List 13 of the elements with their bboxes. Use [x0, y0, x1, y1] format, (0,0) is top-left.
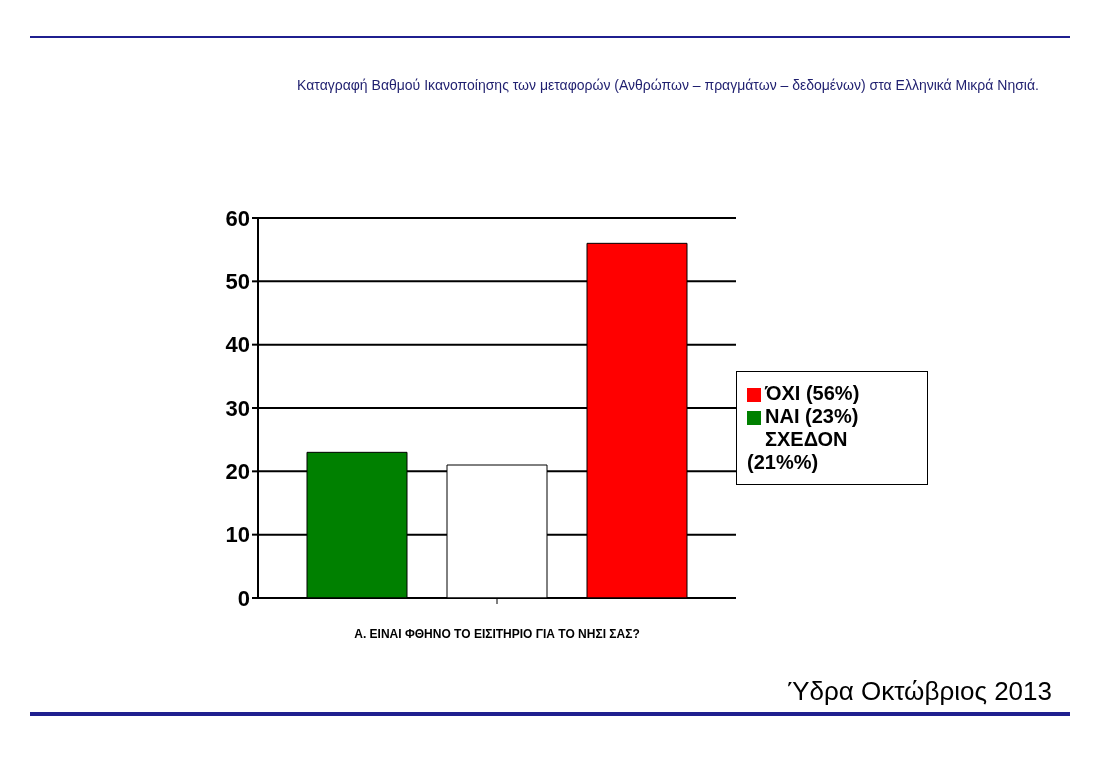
y-tick-label: 60: [225, 205, 250, 231]
text: ΣΧΕΔΟΝ (21%%): [747, 428, 848, 473]
chart-title: Καταγραφή Βαθμού Ικανοποίησης των μεταφορών (Ανθρώπων – πραγμάτων – δεδομένων) στα Ελληνικά Μικρά Νησιά.: [296, 76, 1040, 95]
text: Ύδρα Οκτώβριος 2013: [787, 676, 1052, 707]
y-tick-label: 40: [225, 332, 250, 358]
y-tick-label: 20: [225, 459, 250, 485]
legend-label: ΝΑΙ (23%): [765, 405, 859, 427]
y-tick-label: 30: [225, 395, 250, 421]
y-tick-label: 0: [237, 585, 250, 611]
y-tick-label: 50: [225, 269, 250, 295]
legend-label: ΌΧΙ (56%): [765, 382, 860, 404]
x-axis-title: Α. ΕΙΝΑΙ ΦΘΗΝΟ ΤΟ ΕΙΣΙΤΗΡΙΟ ΓΙΑ ΤΟ ΝΗΣΙ ΣΑΣ?: [354, 627, 640, 641]
y-tick-label: 10: [225, 522, 250, 548]
